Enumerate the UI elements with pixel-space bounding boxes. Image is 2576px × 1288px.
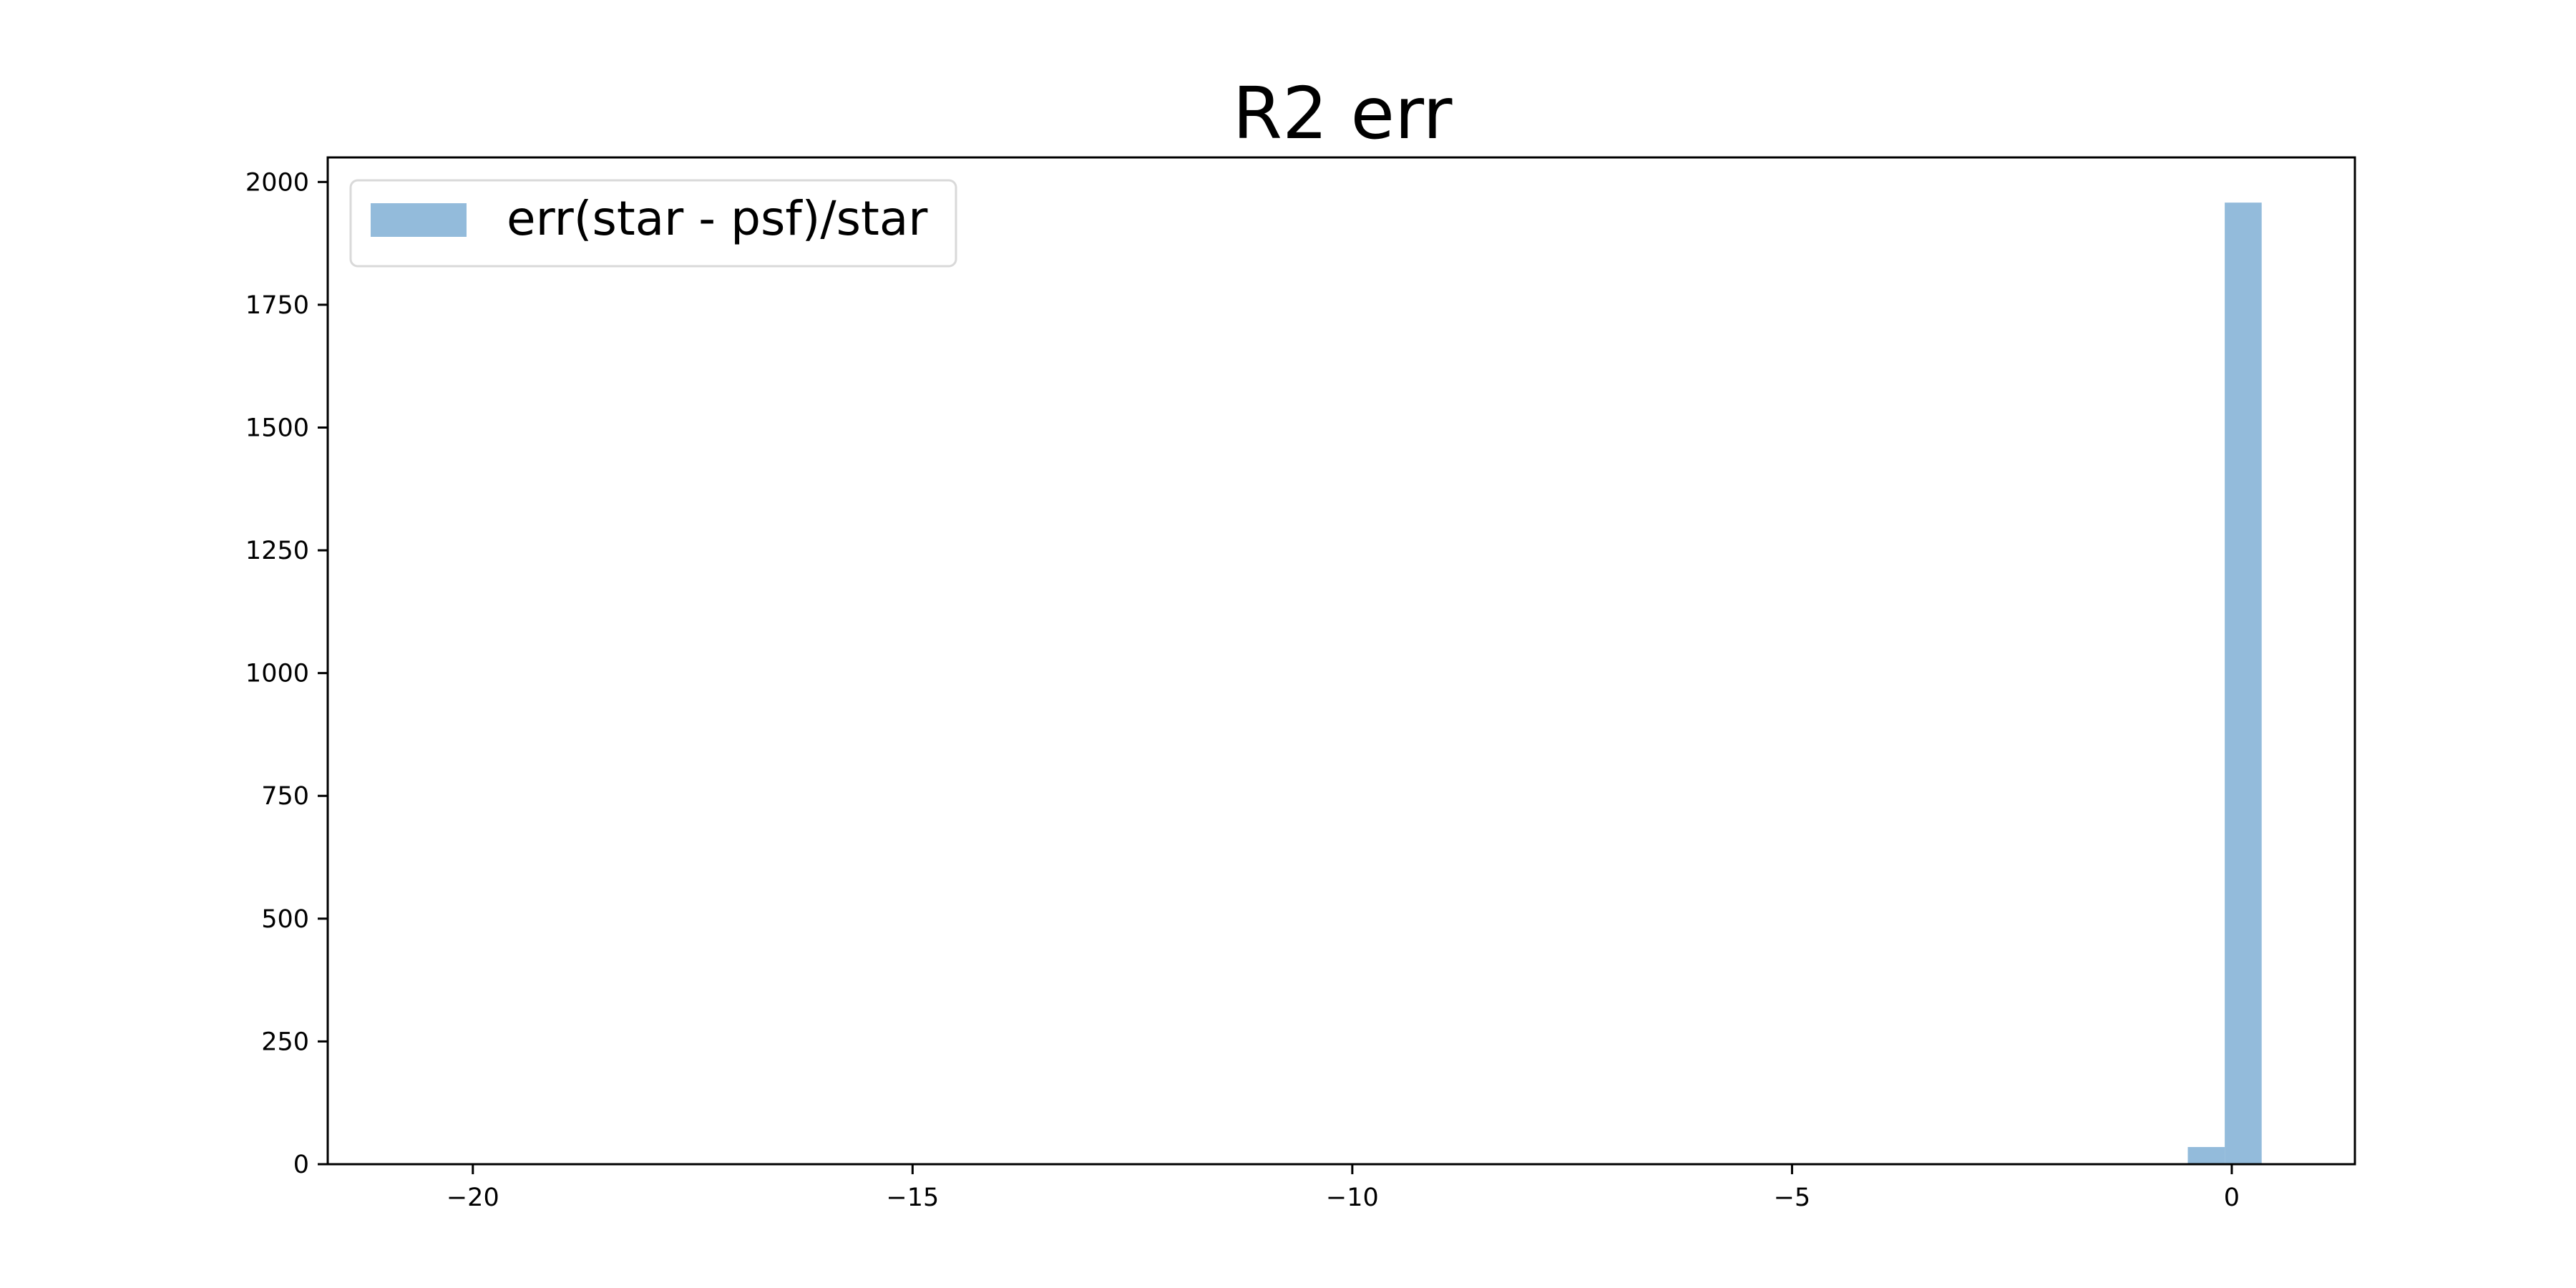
legend-swatch <box>371 203 467 237</box>
y-tick-label: 0 <box>293 1151 309 1179</box>
chart-title: R2 err <box>1233 72 1453 155</box>
histogram-bar-1 <box>2225 203 2262 1164</box>
x-tick-label: 0 <box>2224 1184 2240 1212</box>
x-tick-label: −20 <box>447 1184 499 1212</box>
y-tick-label: 1250 <box>245 537 309 565</box>
bars-group <box>2187 203 2262 1164</box>
x-tick-label: −15 <box>886 1184 939 1212</box>
x-tick-label: −5 <box>1774 1184 1811 1212</box>
y-tick-label: 1500 <box>245 414 309 442</box>
plot-area-frame <box>326 156 2356 1166</box>
legend-label: err(star - psf)/star <box>507 191 928 246</box>
x-axis: −20 −15 −10 −5 0 <box>447 1164 2240 1212</box>
x-tick-label: −10 <box>1326 1184 1379 1212</box>
y-tick-label: 1750 <box>245 291 309 320</box>
y-tick-label: 750 <box>261 782 309 811</box>
y-tick-label: 500 <box>261 905 309 934</box>
y-tick-label: 250 <box>261 1028 309 1056</box>
y-tick-label: 1000 <box>245 660 309 688</box>
legend: err(star - psf)/star <box>349 179 957 268</box>
y-axis: 0 250 500 750 1000 1250 1500 1750 2000 <box>245 168 328 1179</box>
histogram-bar-0 <box>2187 1146 2225 1164</box>
legend-box <box>349 179 957 268</box>
y-tick-label: 2000 <box>245 168 309 197</box>
